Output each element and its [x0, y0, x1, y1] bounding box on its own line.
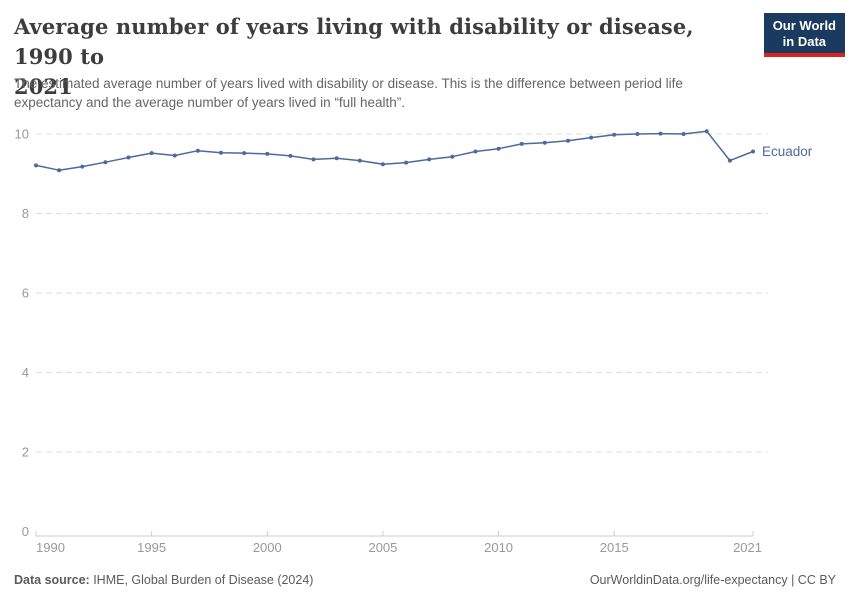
data-point[interactable]: [288, 153, 293, 158]
data-point[interactable]: [219, 150, 223, 155]
data-point[interactable]: [172, 153, 177, 158]
data-point[interactable]: [34, 163, 38, 168]
chart-subtitle-line1: The estimated average number of years li…: [14, 76, 683, 91]
x-axis-tick-label: 2015: [600, 540, 629, 555]
data-point[interactable]: [727, 158, 732, 163]
data-point[interactable]: [404, 160, 409, 165]
y-axis-tick-label: 6: [22, 286, 29, 301]
x-axis-tick-label: 2010: [484, 540, 513, 555]
y-axis-tick-label: 2: [22, 445, 29, 460]
x-axis-tick-label: 2005: [368, 540, 397, 555]
chart-subtitle: The estimated average number of years li…: [14, 74, 794, 112]
chart-footer: Data source: IHME, Global Burden of Dise…: [14, 573, 836, 587]
data-point[interactable]: [450, 154, 455, 159]
data-source: Data source: IHME, Global Burden of Dise…: [14, 573, 313, 587]
entity-label[interactable]: Ecuador: [762, 144, 813, 159]
data-point[interactable]: [57, 168, 62, 173]
y-axis-tick-label: 0: [22, 524, 29, 539]
data-point[interactable]: [566, 138, 570, 143]
y-axis-tick-label: 10: [15, 127, 29, 142]
data-point[interactable]: [542, 140, 547, 145]
data-point[interactable]: [635, 132, 640, 136]
data-point[interactable]: [427, 157, 432, 162]
data-point[interactable]: [103, 160, 108, 165]
data-point[interactable]: [80, 164, 85, 169]
logo-text-line2: in Data: [782, 34, 827, 49]
page-title-line1: Average number of years living with disa…: [14, 14, 694, 69]
y-axis-tick-label: 4: [22, 365, 29, 380]
data-source-text: IHME, Global Burden of Disease (2024): [89, 573, 314, 587]
owid-logo[interactable]: Our World in Data: [763, 13, 845, 57]
data-source-label: Data source:: [14, 573, 90, 587]
data-point[interactable]: [704, 129, 709, 134]
data-point[interactable]: [519, 141, 524, 146]
data-point[interactable]: [612, 132, 617, 137]
data-point[interactable]: [311, 157, 316, 162]
x-axis-tick-label: 2021: [733, 540, 762, 555]
chart-subtitle-line2: expectancy and the average number of yea…: [14, 95, 405, 110]
data-point[interactable]: [357, 158, 362, 163]
data-point[interactable]: [589, 135, 594, 140]
y-axis-tick-label: 8: [22, 206, 29, 221]
data-point[interactable]: [658, 131, 663, 136]
x-axis-tick-label: 1990: [36, 540, 65, 555]
data-point[interactable]: [751, 149, 755, 154]
data-point[interactable]: [334, 156, 339, 161]
data-point[interactable]: [126, 155, 131, 160]
data-point[interactable]: [380, 162, 385, 167]
data-point[interactable]: [149, 151, 154, 156]
data-point[interactable]: [195, 148, 200, 153]
x-axis-tick-label: 1995: [137, 540, 166, 555]
page-title-line2: 2021: [14, 74, 73, 99]
data-point[interactable]: [473, 149, 478, 154]
logo-text-line1: Our World: [772, 18, 836, 33]
footer-link[interactable]: OurWorldinData.org/life-expectancy | CC …: [589, 573, 836, 587]
data-point[interactable]: [242, 151, 247, 156]
data-point[interactable]: [681, 132, 686, 136]
data-point[interactable]: [265, 151, 270, 156]
data-point[interactable]: [496, 146, 501, 151]
ecuador-line[interactable]: [35, 130, 754, 171]
x-axis-tick-label: 2000: [253, 540, 282, 555]
page-title: Average number of years living with disa…: [14, 12, 759, 102]
